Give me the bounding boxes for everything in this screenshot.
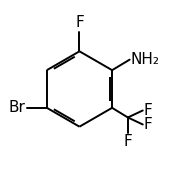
- Text: Br: Br: [9, 100, 26, 115]
- Text: F: F: [144, 117, 152, 132]
- Text: F: F: [144, 103, 152, 118]
- Text: F: F: [124, 134, 132, 149]
- Text: NH₂: NH₂: [131, 52, 159, 67]
- Text: F: F: [75, 15, 84, 30]
